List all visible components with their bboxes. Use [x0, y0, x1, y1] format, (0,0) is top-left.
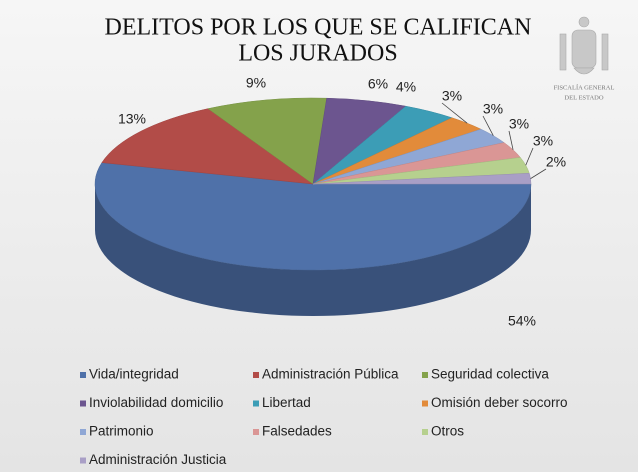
legend-label: Administración Pública	[262, 367, 399, 382]
legend-label: Falsedades	[262, 424, 332, 439]
data-label: 2%	[546, 154, 566, 170]
logo-text: DEL ESTADO	[564, 94, 603, 101]
data-label: 54%	[508, 313, 536, 329]
logo	[559, 16, 609, 75]
leader-line	[441, 102, 468, 124]
legend-label: Omisión deber socorro	[431, 395, 568, 410]
leader-line	[508, 130, 514, 150]
pie-slice-side	[95, 184, 531, 316]
data-label: 3%	[442, 88, 462, 104]
legend-marker	[80, 457, 86, 464]
legend-label: Seguridad colectiva	[431, 367, 549, 382]
legend-label: Otros	[431, 424, 464, 439]
data-label: 3%	[509, 116, 529, 132]
data-label: 9%	[246, 75, 266, 91]
legend-marker	[422, 372, 428, 378]
pie-slice	[94, 162, 532, 271]
legend-marker	[80, 372, 86, 378]
logo-text: FISCALÍA GENERAL	[554, 83, 615, 91]
pie-slice	[101, 108, 314, 185]
legend-label: Administración Justicia	[89, 452, 227, 467]
leader-line	[482, 115, 494, 136]
legend-marker	[253, 429, 259, 435]
data-label: 3%	[533, 133, 553, 149]
legend-marker	[422, 400, 428, 407]
leader-line	[525, 147, 534, 166]
legend-label: Vida/integridad	[89, 367, 179, 382]
legend-label: Inviolabilidad domicilio	[89, 395, 223, 410]
data-label: 6%	[368, 76, 388, 92]
legend-label: Patrimonio	[89, 424, 154, 439]
data-label: 4%	[396, 79, 416, 95]
chart-title: DELITOS POR LOS QUE SE CALIFICAN	[105, 15, 532, 41]
legend-label: Libertad	[262, 395, 311, 410]
data-label: 3%	[483, 101, 503, 117]
legend-marker	[253, 400, 259, 407]
legend-marker	[80, 400, 86, 407]
chart-title: LOS JURADOS	[238, 41, 397, 67]
legend-marker	[422, 429, 428, 435]
leader-line	[530, 168, 547, 179]
data-label: 13%	[118, 111, 146, 127]
legend-marker	[80, 429, 86, 435]
pie-slice	[207, 97, 327, 185]
legend-marker	[253, 372, 259, 378]
